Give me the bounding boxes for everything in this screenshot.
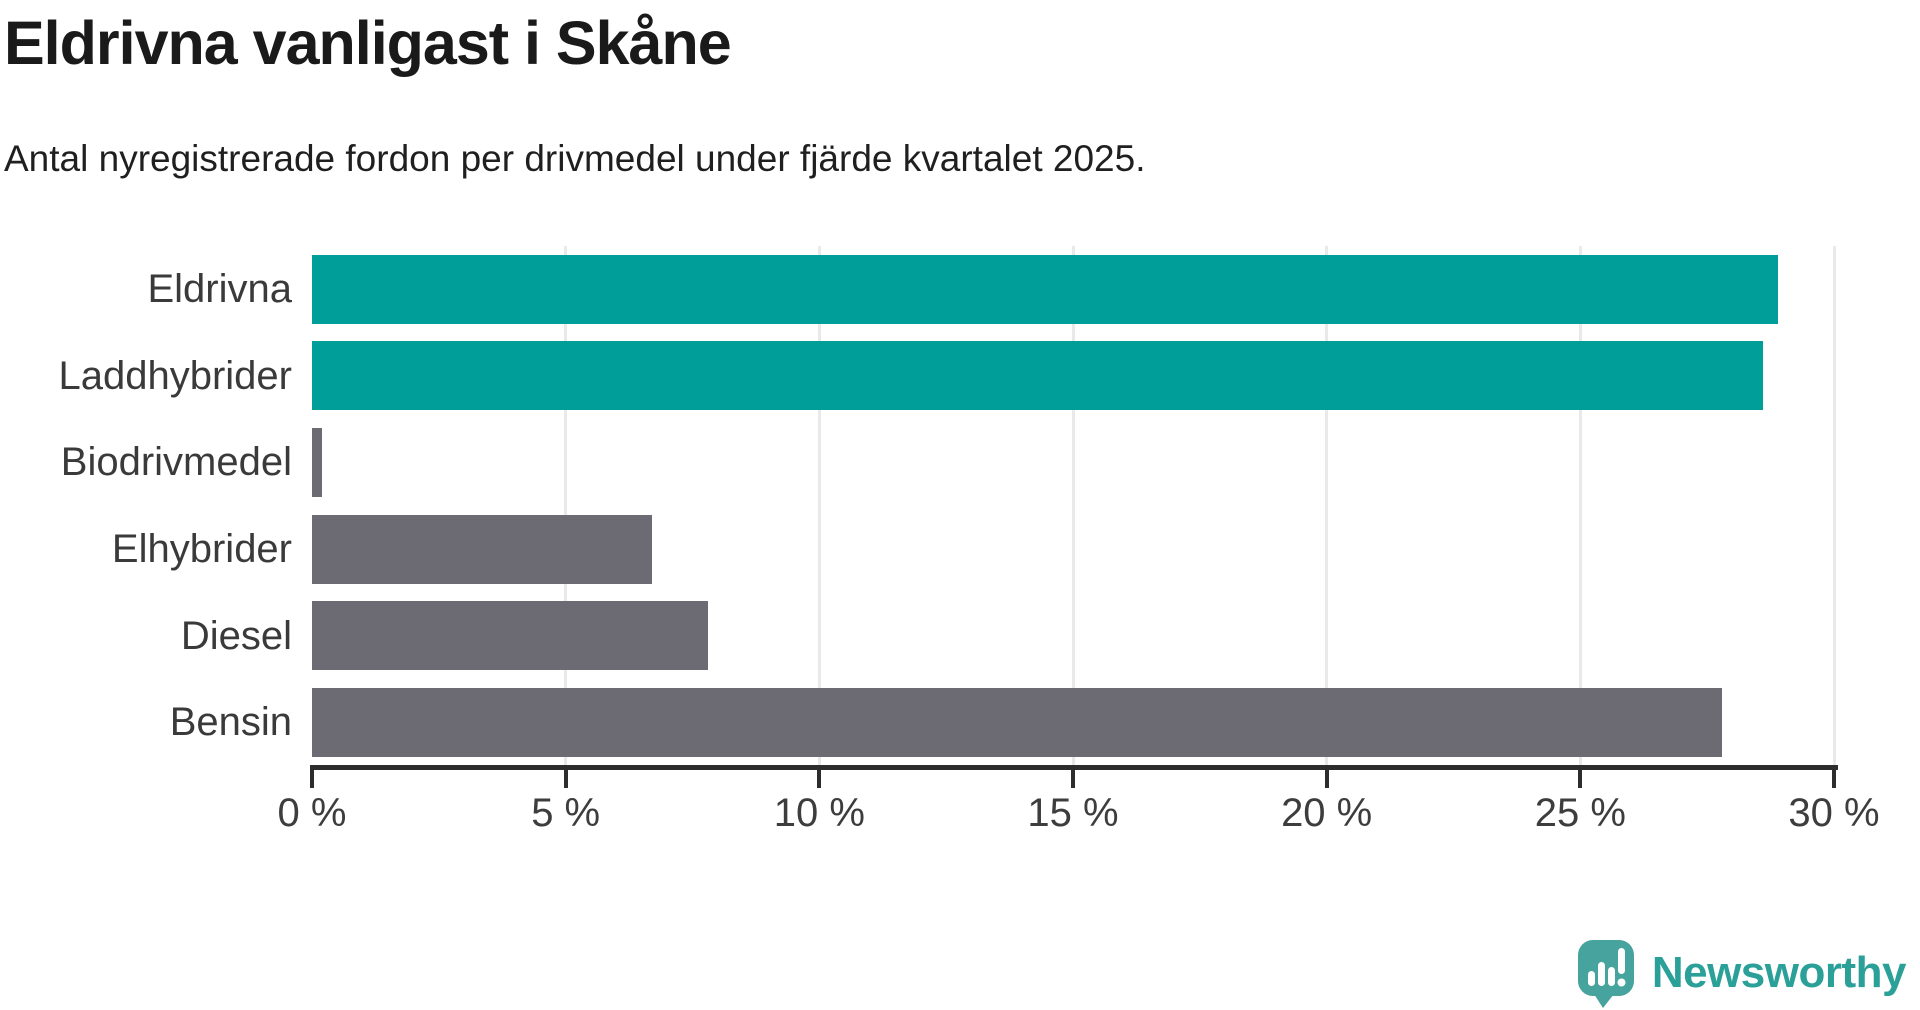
newsworthy-chart-bubble-icon (1577, 940, 1634, 1008)
y-axis-label-diesel: Diesel (180, 613, 292, 658)
gridline-5 (564, 246, 568, 765)
gridline-30 (1832, 246, 1836, 765)
x-tick-label-30: 30 % (1788, 791, 1880, 835)
gridline-25 (1578, 246, 1582, 765)
chart-title: Eldrivna vanligast i Skåne (4, 9, 732, 77)
x-tick-0 (310, 765, 314, 788)
gridline-20 (1325, 246, 1329, 765)
x-tick-10 (817, 765, 822, 788)
x-tick-label-0: 0 % (277, 791, 347, 835)
gridline-10 (817, 246, 821, 765)
x-tick-label-15: 15 % (1027, 791, 1119, 835)
x-tick-20 (1324, 765, 1329, 788)
bar-eldrivna (312, 254, 1779, 324)
y-axis-label-eldrivna: Eldrivna (147, 267, 292, 312)
x-tick-15 (1071, 765, 1075, 788)
x-tick-label-25: 25 % (1534, 791, 1626, 835)
x-tick-30 (1832, 765, 1836, 788)
newsworthy-logo[interactable]: Newsworthy (1576, 938, 1907, 1008)
x-tick-label-10: 10 % (773, 791, 865, 835)
x-tick-label-20: 20 % (1281, 791, 1373, 835)
y-axis-label-bensin: Bensin (169, 700, 292, 745)
bar-biodrivmedel (312, 427, 323, 497)
bar-bensin (312, 687, 1723, 757)
y-axis-label-laddhybrider: Laddhybrider (58, 353, 293, 398)
x-tick-25 (1578, 765, 1583, 788)
logo-text: Newsworthy (1651, 948, 1907, 997)
bar-diesel (312, 601, 708, 671)
plot-area: 0 % 5 % 10 % 15 % 20 % 25 % 30 % (278, 246, 1880, 835)
bar-elhybrider (312, 514, 652, 584)
bar-laddhybrider (312, 341, 1763, 411)
y-axis-label-elhybrider: Elhybrider (111, 527, 292, 571)
x-tick-label-5: 5 % (531, 791, 601, 835)
y-axis-label-biodrivmedel: Biodrivmedel (60, 440, 292, 485)
chart-subtitle: Antal nyregistrerade fordon per drivmede… (4, 138, 1146, 179)
gridline-15 (1071, 246, 1075, 765)
x-tick-5 (563, 765, 568, 788)
